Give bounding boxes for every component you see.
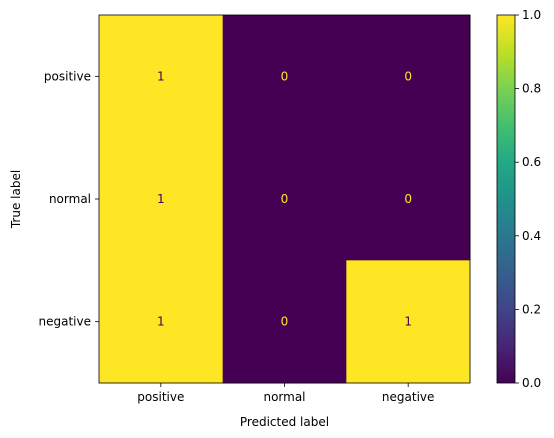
- x-tick-label: positive: [137, 390, 184, 404]
- heatmap-cell: [99, 15, 224, 139]
- y-axis-label: True label: [9, 170, 23, 229]
- colorbar-tick-label: 0.6: [522, 155, 541, 169]
- y-axis-ticks: positive normal negative: [39, 69, 99, 329]
- colorbar-tick-label: 1.0: [522, 8, 541, 22]
- cell-value-label: 0: [404, 69, 412, 83]
- colorbar-ticks: 0.0 0.2 0.4 0.6 0.8 1.0: [515, 8, 541, 390]
- colorbar-tick-label: 0.2: [522, 302, 541, 316]
- heatmap-cell: [99, 260, 224, 384]
- heatmap-cell: [346, 260, 471, 384]
- heatmap-cell: [346, 137, 471, 261]
- heatmap-cells: [99, 15, 471, 384]
- y-tick-label: normal: [49, 192, 91, 206]
- x-axis-ticks: positive normal negative: [137, 383, 434, 404]
- cell-value-label: 1: [404, 315, 412, 329]
- colorbar: [496, 14, 516, 384]
- heatmap-cell: [222, 137, 347, 261]
- cell-value-label: 1: [157, 69, 165, 83]
- heatmap-cell: [99, 137, 224, 261]
- y-tick-label: negative: [39, 315, 91, 329]
- cell-value-label: 0: [281, 315, 289, 329]
- x-tick-label: negative: [382, 390, 434, 404]
- heatmap-cell: [346, 15, 471, 139]
- colorbar-tick-label: 0.4: [522, 229, 541, 243]
- heatmap-cell: [222, 260, 347, 384]
- heatmap-cell-labels: 1 0 0 1 0 0 1 0 1: [157, 69, 412, 328]
- cell-value-label: 1: [157, 192, 165, 206]
- y-tick-label: positive: [44, 69, 91, 83]
- colorbar-tick-label: 0.8: [522, 82, 541, 96]
- x-axis-label: Predicted label: [240, 415, 329, 429]
- cell-value-label: 0: [281, 69, 289, 83]
- x-tick-label: normal: [263, 390, 305, 404]
- heatmap-cell: [222, 15, 347, 139]
- cell-value-label: 0: [281, 192, 289, 206]
- colorbar-tick-label: 0.0: [522, 376, 541, 390]
- cell-value-label: 1: [157, 315, 165, 329]
- cell-value-label: 0: [404, 192, 412, 206]
